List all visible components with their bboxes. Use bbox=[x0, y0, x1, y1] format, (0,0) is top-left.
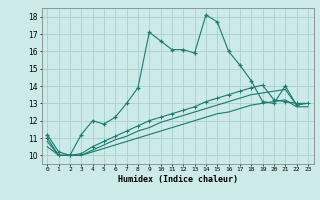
X-axis label: Humidex (Indice chaleur): Humidex (Indice chaleur) bbox=[118, 175, 237, 184]
